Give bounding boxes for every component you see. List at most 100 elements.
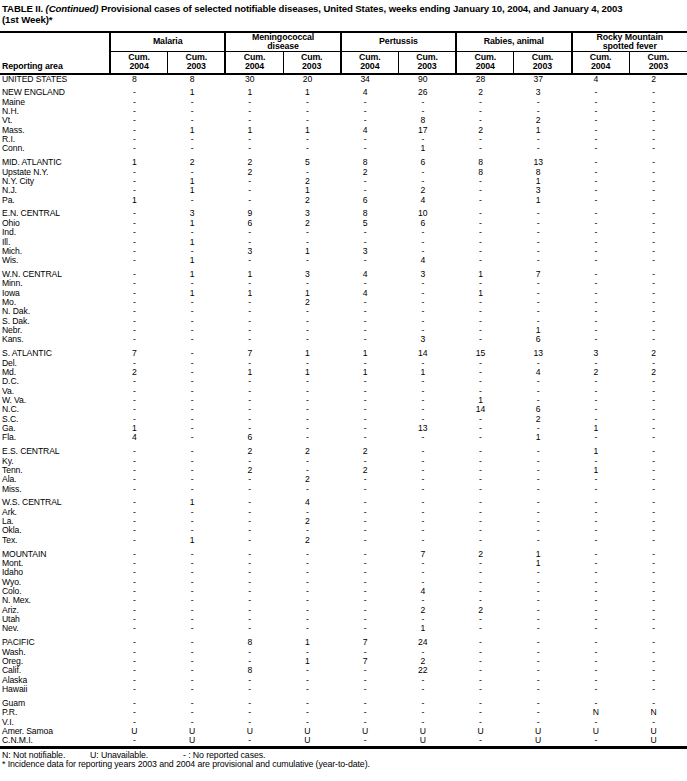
table-row: N.H.---------- xyxy=(0,107,687,116)
value-cell: 1 xyxy=(283,368,341,377)
value-cell: - xyxy=(456,526,514,535)
table-body: UNITED STATES8830203490283742NEW ENGLAND… xyxy=(0,74,687,748)
value-cell: 1 xyxy=(110,424,168,433)
value-cell: - xyxy=(110,396,168,405)
value-cell: - xyxy=(398,98,456,107)
value-cell: - xyxy=(110,615,168,624)
value-cell: - xyxy=(168,433,226,442)
value-cell: - xyxy=(225,377,283,386)
value-cell: U xyxy=(168,736,226,747)
value-cell: - xyxy=(168,135,226,144)
value-cell: - xyxy=(283,135,341,144)
value-cell: - xyxy=(572,508,630,517)
value-cell: - xyxy=(283,415,341,424)
value-cell: - xyxy=(110,587,168,596)
value-cell: - xyxy=(456,443,514,457)
value-cell: 1 xyxy=(456,266,514,280)
value-cell: 4 xyxy=(514,368,572,377)
value-cell: - xyxy=(572,205,630,219)
value-cell: - xyxy=(341,424,399,433)
subheader-pertussis-cum-2003: Cum. 2003 xyxy=(398,52,456,74)
value-cell: - xyxy=(341,526,399,535)
value-cell: - xyxy=(456,708,514,717)
value-cell: 1 xyxy=(168,266,226,280)
value-cell: - xyxy=(168,718,226,727)
value-cell: - xyxy=(572,475,630,484)
value-cell: - xyxy=(572,568,630,577)
value-cell: 2 xyxy=(629,74,687,84)
group-header-malaria: Malaria xyxy=(110,32,225,52)
value-cell: - xyxy=(168,685,226,694)
value-cell: - xyxy=(456,457,514,466)
value-cell: - xyxy=(572,559,630,568)
reporting-area-cell: Ohio xyxy=(0,219,110,228)
value-cell: - xyxy=(629,657,687,666)
value-cell: - xyxy=(514,443,572,457)
value-cell: U xyxy=(168,727,226,736)
value-cell: 1 xyxy=(110,154,168,168)
value-cell: - xyxy=(456,424,514,433)
value-cell: - xyxy=(514,508,572,517)
value-cell: - xyxy=(225,708,283,717)
value-cell: - xyxy=(514,708,572,717)
value-cell: - xyxy=(398,177,456,186)
table-row: Nebr.-------1-- xyxy=(0,326,687,335)
value-cell: - xyxy=(168,317,226,326)
subheader-malaria-cum-2004: Cum. 2004 xyxy=(110,52,168,74)
value-cell: - xyxy=(168,606,226,615)
value-cell: 13 xyxy=(514,154,572,168)
value-cell: - xyxy=(514,256,572,265)
table-row: Miss.---------- xyxy=(0,485,687,494)
value-cell: 1 xyxy=(283,634,341,648)
value-cell: - xyxy=(341,494,399,508)
table-row: Mich.--313----- xyxy=(0,247,687,256)
value-cell: - xyxy=(629,545,687,559)
value-cell: - xyxy=(629,205,687,219)
value-cell: 8 xyxy=(398,116,456,125)
value-cell: - xyxy=(398,596,456,605)
value-cell: 22 xyxy=(398,666,456,675)
value-cell: - xyxy=(456,144,514,153)
value-cell: 3 xyxy=(283,205,341,219)
value-cell: - xyxy=(168,568,226,577)
reporting-area-cell: Iowa xyxy=(0,289,110,298)
value-cell: - xyxy=(572,526,630,535)
value-cell: - xyxy=(341,186,399,195)
value-cell: U xyxy=(398,727,456,736)
reporting-area-cell: W.S. CENTRAL xyxy=(0,494,110,508)
value-cell: - xyxy=(398,279,456,288)
value-cell: - xyxy=(456,279,514,288)
table-row: Hawaii---------- xyxy=(0,685,687,694)
value-cell: - xyxy=(629,466,687,475)
value-cell: - xyxy=(456,219,514,228)
value-cell: - xyxy=(341,387,399,396)
value-cell: 1 xyxy=(283,186,341,195)
value-cell: 2 xyxy=(225,168,283,177)
value-cell: - xyxy=(283,256,341,265)
value-cell: 2 xyxy=(283,298,341,307)
value-cell: 2 xyxy=(456,606,514,615)
value-cell: - xyxy=(572,144,630,153)
value-cell: - xyxy=(514,298,572,307)
value-cell: - xyxy=(572,326,630,335)
value-cell: - xyxy=(341,377,399,386)
reporting-area-cell: N.H. xyxy=(0,107,110,116)
value-cell: - xyxy=(514,247,572,256)
value-cell: - xyxy=(572,433,630,442)
value-cell: 6 xyxy=(341,196,399,205)
value-cell: - xyxy=(168,107,226,116)
value-cell: - xyxy=(168,144,226,153)
reporting-area-cell: P.R. xyxy=(0,708,110,717)
value-cell: - xyxy=(168,526,226,535)
table-row: Amer. SamoaUUUUUUUUUU xyxy=(0,727,687,736)
reporting-area-cell: PACIFIC xyxy=(0,634,110,648)
value-cell: - xyxy=(168,648,226,657)
value-cell: - xyxy=(398,485,456,494)
table-row: Maine---------- xyxy=(0,98,687,107)
table-row: NEW ENGLAND-11142623-- xyxy=(0,84,687,98)
value-cell: - xyxy=(283,718,341,727)
table-row: R.I.---------- xyxy=(0,135,687,144)
table-row: N.J.-1-1-2-3-- xyxy=(0,186,687,195)
value-cell: - xyxy=(514,596,572,605)
reporting-area-cell: Miss. xyxy=(0,485,110,494)
